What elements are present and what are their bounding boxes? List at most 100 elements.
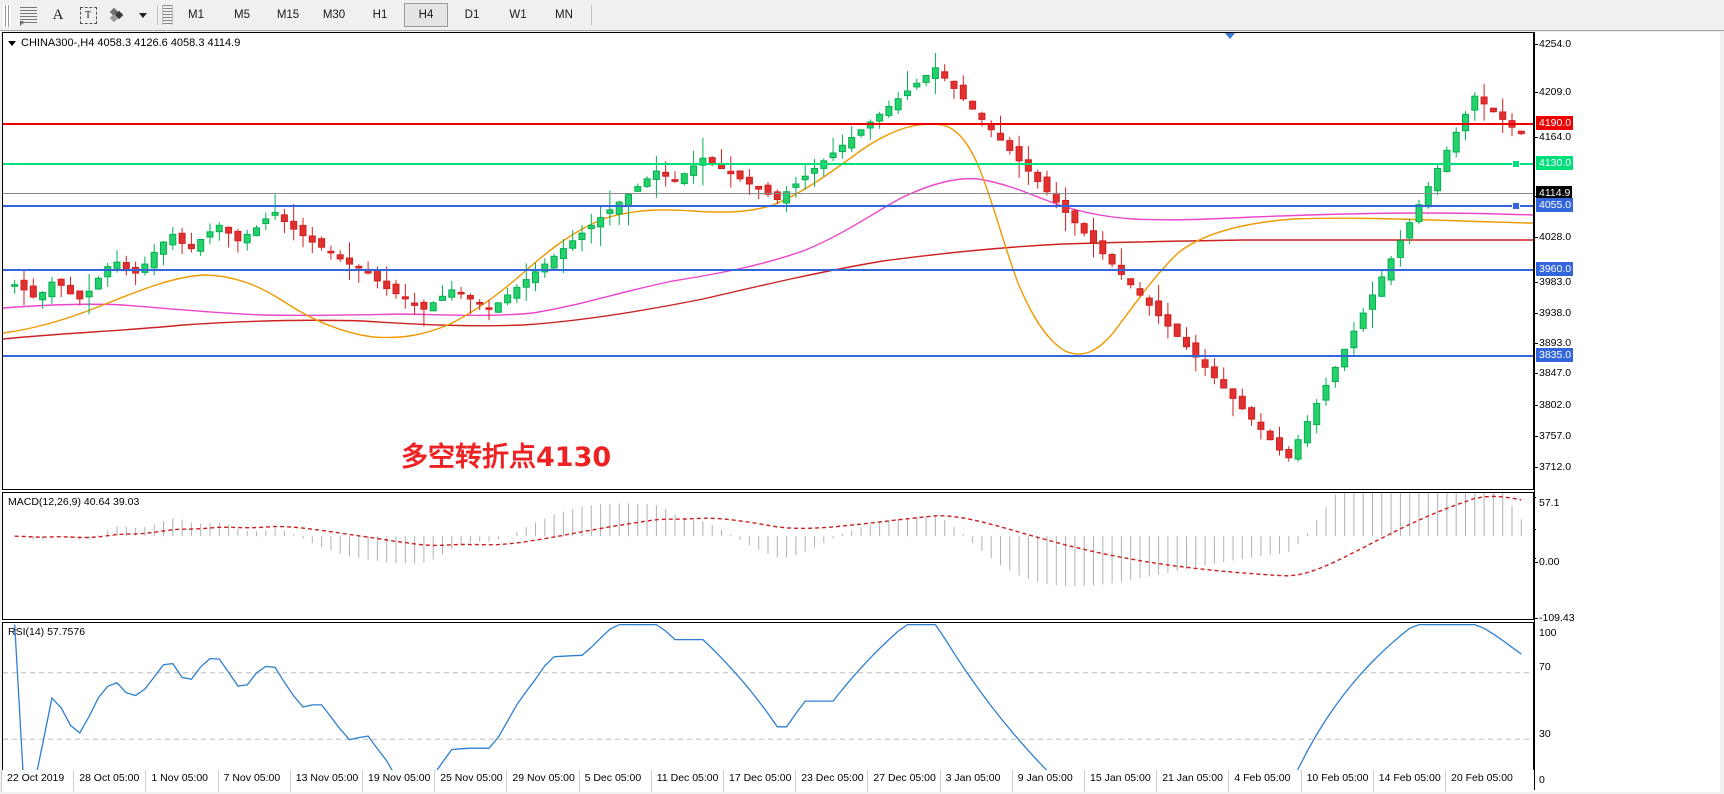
macd-axis: 57.1 0.00 -109.43 (1534, 492, 1720, 624)
timeframe-h1[interactable]: H1 (372, 9, 388, 21)
timeframe-m5[interactable]: M5 (234, 9, 250, 21)
level-line-support-4055[interactable] (3, 202, 1533, 210)
time-axis-label: 1 Nov 05:00 (151, 772, 209, 784)
price-plot[interactable]: 多空转折点4130 (3, 33, 1533, 489)
price-chart-svg (3, 123, 1533, 355)
price-label-4190[interactable]: 4190.0 (1536, 116, 1574, 130)
rsi-tick: 0 (1539, 774, 1545, 786)
toolbar-separator (157, 5, 158, 25)
price-tick: 3983.0 (1534, 276, 1572, 288)
level-handle-4130[interactable] (1512, 160, 1520, 168)
level-line-support-3960[interactable] (3, 269, 1533, 271)
macd-tick: -109.43 (1535, 612, 1575, 624)
text-label-glyph: A (52, 6, 64, 23)
time-axis-separator (289, 770, 291, 792)
fibo-grid-icon[interactable] (14, 2, 42, 28)
timeframe-mn[interactable]: MN (555, 9, 573, 21)
price-label-last: 4114.9 (1536, 186, 1573, 200)
time-axis: 22 Oct 2019 28 Oct 05:00 1 Nov 05:00 7 Nov … (1, 770, 1534, 792)
toolbar: A T M1 M5 M15 M30 H1 H4 D1 W1 MN (0, 0, 1724, 31)
time-axis-label: 29 Nov 05:00 (512, 772, 575, 784)
price-tick: 4164.0 (1534, 131, 1572, 143)
timeframe-w1[interactable]: W1 (509, 9, 527, 21)
price-tick: 3847.0 (1534, 367, 1572, 379)
price-axis[interactable]: 4254.0 4209.0 4164.0 4073.0 4028.0 3983.… (1534, 32, 1720, 564)
rsi-plot[interactable] (3, 623, 1533, 789)
time-axis-label: 14 Feb 05:00 (1378, 772, 1441, 784)
timeframe-d1[interactable]: D1 (464, 9, 480, 21)
macd-pane[interactable]: MACD(12,26,9) 40.64 39.03 (2, 492, 1534, 620)
time-axis-separator (1, 770, 2, 792)
time-axis-label: 7 Nov 05:00 (223, 772, 281, 784)
time-axis-separator (650, 770, 652, 792)
price-tick: 3712.0 (1534, 461, 1572, 473)
rsi-pane[interactable]: RSI(14) 57.7576 (2, 622, 1534, 790)
chart-annotation-text[interactable]: 多空转折点4130 (401, 442, 612, 473)
rsi-series (3, 623, 1533, 789)
ma-slow-line (3, 239, 1533, 340)
price-label-4055[interactable]: 4055.0 (1536, 198, 1574, 212)
level-line-resistance-4190[interactable] (3, 123, 1533, 125)
candlestick-series (11, 53, 1525, 462)
toolbar-grip[interactable] (3, 3, 11, 27)
time-axis-separator (1372, 770, 1374, 792)
level-line-pivot-4130[interactable] (3, 160, 1533, 168)
time-axis-separator (73, 770, 75, 792)
timeframe-h4[interactable]: H4 (404, 3, 448, 27)
time-axis-label: 4 Feb 05:00 (1234, 772, 1291, 784)
level-line-support-3835[interactable] (3, 355, 1533, 357)
ma-medium-line (3, 177, 1533, 317)
price-label-4130[interactable]: 4130.0 (1536, 156, 1574, 170)
rsi-tick: 30 (1539, 728, 1551, 740)
price-label-3960[interactable]: 3960.0 (1536, 262, 1574, 276)
macd-tick: 0.00 (1534, 556, 1560, 568)
objects-icon[interactable] (104, 2, 132, 28)
timeframe-m1[interactable]: M1 (188, 9, 204, 21)
time-axis-separator (145, 770, 147, 792)
macd-plot[interactable] (3, 493, 1533, 619)
objects-glyph (109, 7, 127, 23)
symbol-quote-text: CHINA300-,H4 4058.3 4126.6 4058.3 4114.9 (21, 37, 241, 49)
text-box-icon[interactable]: T (74, 2, 102, 28)
collapse-caret-icon[interactable] (8, 40, 16, 46)
price-tick: 3757.0 (1534, 430, 1572, 442)
price-tick: 3938.0 (1534, 307, 1572, 319)
timeframe-m30[interactable]: M30 (322, 9, 346, 21)
timeframe-grip[interactable] (162, 5, 173, 25)
time-axis-label: 22 Oct 2019 (7, 772, 65, 784)
time-axis-separator (1156, 770, 1158, 792)
price-tick: 3893.0 (1534, 337, 1572, 349)
macd-label: MACD(12,26,9) 40.64 39.03 (8, 496, 140, 508)
time-axis-label: 27 Dec 05:00 (873, 772, 936, 784)
time-axis-separator (506, 770, 508, 792)
time-axis-label: 10 Feb 05:00 (1306, 772, 1369, 784)
time-axis-separator (362, 770, 363, 792)
objects-dropdown-icon[interactable] (134, 2, 152, 28)
time-axis-separator (795, 770, 797, 792)
scroll-position-marker[interactable] (1225, 33, 1235, 39)
time-axis-label: 3 Jan 05:00 (945, 772, 1001, 784)
price-label-3835[interactable]: 3835.0 (1536, 348, 1574, 362)
chevron-down-icon (139, 12, 147, 18)
time-axis-label: 17 Dec 05:00 (729, 772, 792, 784)
rsi-axis: 100 70 30 0 (1536, 622, 1720, 790)
rsi-label: RSI(14) 57.7576 (8, 626, 86, 638)
time-axis-separator (434, 770, 436, 792)
price-tick: 4028.0 (1534, 231, 1572, 243)
macd-series (14, 493, 1522, 587)
price-pane[interactable]: 多空转折点4130 CHINA300-,H4 4058.3 4126.6 405… (2, 32, 1534, 490)
time-axis-label: 19 Nov 05:00 (368, 772, 431, 784)
ma-fast-line (3, 123, 1533, 355)
time-axis-separator (939, 770, 941, 792)
timeframe-m15[interactable]: M15 (276, 9, 300, 21)
chart-frame: 多空转折点4130 CHINA300-,H4 4058.3 4126.6 405… (2, 32, 1720, 792)
time-axis-label: 11 Dec 05:00 (656, 772, 719, 784)
time-axis-label: 5 Dec 05:00 (584, 772, 642, 784)
price-tick: 4209.0 (1534, 86, 1572, 98)
time-axis-separator (867, 770, 869, 792)
text-label-icon[interactable]: A (44, 2, 72, 28)
level-handle-4055[interactable] (1512, 202, 1520, 210)
time-axis-label: 13 Nov 05:00 (295, 772, 359, 784)
fibo-grid-glyph (19, 7, 37, 28)
